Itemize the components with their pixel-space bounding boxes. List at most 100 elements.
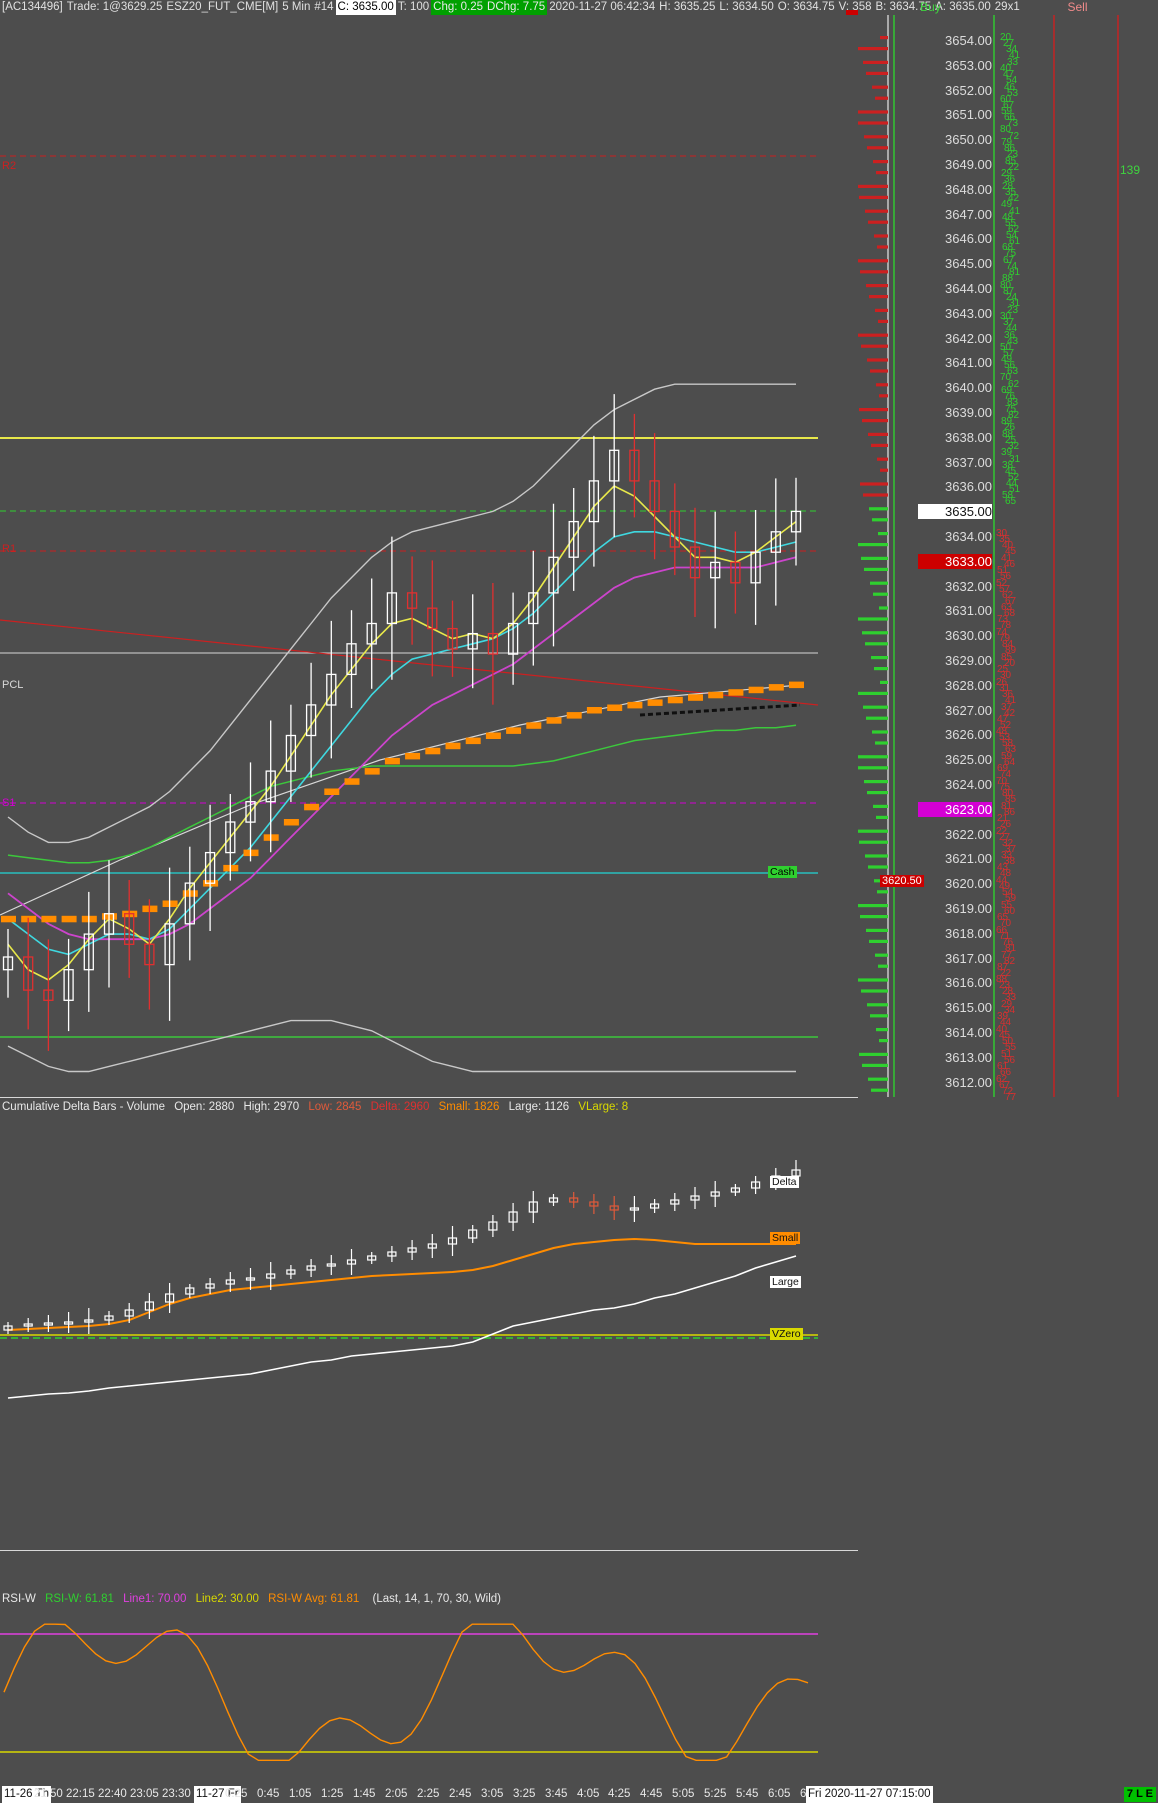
dom-price-row[interactable]: 3638.00 [945,429,992,445]
delta-high: High: 2970 [243,1101,300,1113]
dom-ask-qty: 44 [1006,322,1018,334]
dom-bid-qty: 40 [996,1024,1008,1035]
dom-ask-qty: 69 [1001,385,1013,397]
dom-bid-qty: 49 [999,881,1011,893]
envelope-upper-band [7,383,796,844]
dom-price-row[interactable]: 3625.00 [945,752,992,768]
dom-bid-qty: 82 [1004,955,1016,967]
dom-price-row[interactable]: 3626.00 [945,727,992,743]
delta-delta: Delta: 2960 [370,1101,430,1113]
close-value: C: 3635.00 [335,0,396,15]
dom-bid-qty: 53 [999,732,1011,744]
dom-price-row[interactable]: 3652.00 [945,82,992,98]
dom-price-row[interactable]: 3642.00 [945,330,992,346]
dom-price-row[interactable]: 3630.00 [945,628,992,644]
dom-price-row[interactable]: 3613.00 [945,1049,992,1065]
dom-ask-qty: 51 [1009,484,1021,496]
dom-price-row[interactable]: 3643.00 [945,305,992,321]
rsi-chart[interactable]: RSI-W RSI-W: 61.81 Line1: 70.00 Line2: 3… [0,1552,858,1784]
dom-price-row[interactable]: 3615.00 [945,1000,992,1016]
dom-bid-qty: 62 [1002,589,1014,601]
dom-price-row[interactable]: 3654.00 [945,33,992,48]
dom-price-row[interactable]: 3620.00 [945,876,992,892]
dom-ask-qty: 80 [1000,280,1012,291]
dom-price-row[interactable]: 3644.00 [945,281,992,296]
cumulative-delta-chart[interactable]: Cumulative Delta Bars - Volume Open: 288… [0,1098,858,1550]
dom-ask-qty: 65 [1005,496,1017,508]
delta-title: Cumulative Delta Bars - Volume [2,1101,165,1113]
dom-price-row[interactable]: 3647.00 [945,206,992,222]
dom-ask-qty: 59 [1001,106,1013,118]
vzero-value-tag: VZero [770,1328,803,1340]
dom-price-row[interactable]: 3639.00 [945,405,992,420]
dom-price-row[interactable]: 3636.00 [945,479,992,495]
dom-price-row[interactable]: 3624.00 [945,777,992,792]
dom-bid-qty: 62 [996,1073,1008,1085]
dom-price-row[interactable]: 3618.00 [945,925,992,941]
dom-price-row[interactable]: 3623.00 [918,801,992,817]
dom-bid-qty: 36 [1002,688,1014,700]
time-tick: 2:45 [449,1788,472,1800]
dom-bid-qty: 59 [1005,893,1017,905]
dom-price-row[interactable]: 3629.00 [945,653,992,668]
ask-marker: 139 [1120,163,1141,177]
dom-price-row[interactable]: 3634.00 [945,529,992,544]
dom-bid-qty: 65 [997,912,1009,923]
time-tick: 23:05 [130,1788,159,1800]
dom-price-row[interactable]: 3646.00 [945,231,992,247]
dom-price-row[interactable]: 3641.00 [945,355,992,371]
dom-price-row[interactable]: 3650.00 [945,132,992,148]
dom-price-row[interactable]: 3622.00 [945,826,992,842]
dom-ask-qty: 26 [1004,422,1016,433]
main-price-chart[interactable]: R2 R1 PCL S1 Cash [0,15,858,1097]
dom-bid-qty: 20 [1004,658,1016,669]
dom-price-row[interactable]: 3640.00 [945,380,992,396]
dom-price-row[interactable]: 3633.00 [918,553,992,569]
dchg-value: DChg: 7.75 [485,0,548,15]
dom-price-row[interactable]: 3653.00 [945,57,992,73]
symbol-label: ESZ20_FUT_CME[M] [166,1,279,13]
dom-price-row[interactable]: 3616.00 [945,975,992,991]
dom-bid-qty: 34 [1004,1005,1016,1017]
dom-price-row[interactable]: 3635.00 [918,504,992,520]
time-tick: 22:15 [66,1788,95,1800]
dom-price-row[interactable]: 3614.00 [945,1025,992,1040]
time-axis[interactable]: 11-26 Th 21:50 22:15 22:40 23:05 23:30 11-27 F… [0,1786,1158,1803]
dom-price-row[interactable]: 3648.00 [945,181,992,197]
dom-bid-qty: 51 [1001,1048,1013,1060]
dom-ask-qty: 44 [1006,478,1018,490]
dom-price-row[interactable]: 3632.00 [945,578,992,594]
depth-of-market-ladder[interactable]: 3654.00 3653.00 3652.00 3651.00 3650.00 3649.… [858,15,1158,1102]
dom-price-row[interactable]: 3651.00 [945,107,992,123]
dom-price-row[interactable]: 3649.00 [945,157,992,172]
chart-status-tag[interactable]: 7 L E [1123,1787,1156,1802]
dom-price-row[interactable]: 3617.00 [945,950,992,966]
time-tick: 3:05 [481,1788,504,1800]
dom-price-row[interactable]: 3619.00 [945,901,992,916]
dom-bid-qty: 37 [1005,843,1017,855]
dom-bid-qty: 30 [996,528,1008,539]
dom-price-row[interactable]: 3612.00 [945,1074,992,1090]
dom-ask-qty: 52 [1008,471,1020,483]
delta-open: Open: 2880 [174,1101,235,1113]
dom-price-row[interactable]: 3621.00 [945,851,992,867]
dom-bid-qty: 80 [1002,788,1014,799]
dom-sell-header[interactable]: Sell [1067,0,1088,14]
dom-ask-qty: 75 [1005,404,1017,415]
chart-header-bar: [AC134496] Trade: 1@3629.25 ESZ20_FUT_CM… [0,0,1020,15]
dom-buy-header[interactable]: Buy [920,0,941,14]
delta-header: Cumulative Delta Bars - Volume Open: 288… [2,1100,628,1114]
dom-price-row[interactable]: 3628.00 [945,677,992,693]
dom-bid-qty: 35 [999,534,1011,545]
r1-line-label: R1 [2,543,17,555]
dom-ask-qty: 89 [1001,416,1013,427]
dom-price-row[interactable]: 3645.00 [945,256,992,272]
dom-price-row[interactable]: 3631.00 [945,603,992,619]
dom-price-row[interactable]: 3637.00 [945,454,992,470]
dom-ask-qty: 85 [1005,156,1017,167]
dom-bid-qty: 84 [1002,639,1014,651]
dom-price-row[interactable]: 3627.00 [945,702,992,718]
dom-bid-qty: 87 [997,961,1009,973]
dom-volume-bars [858,36,888,1092]
dom-ask-qty: 50 [1000,341,1012,353]
